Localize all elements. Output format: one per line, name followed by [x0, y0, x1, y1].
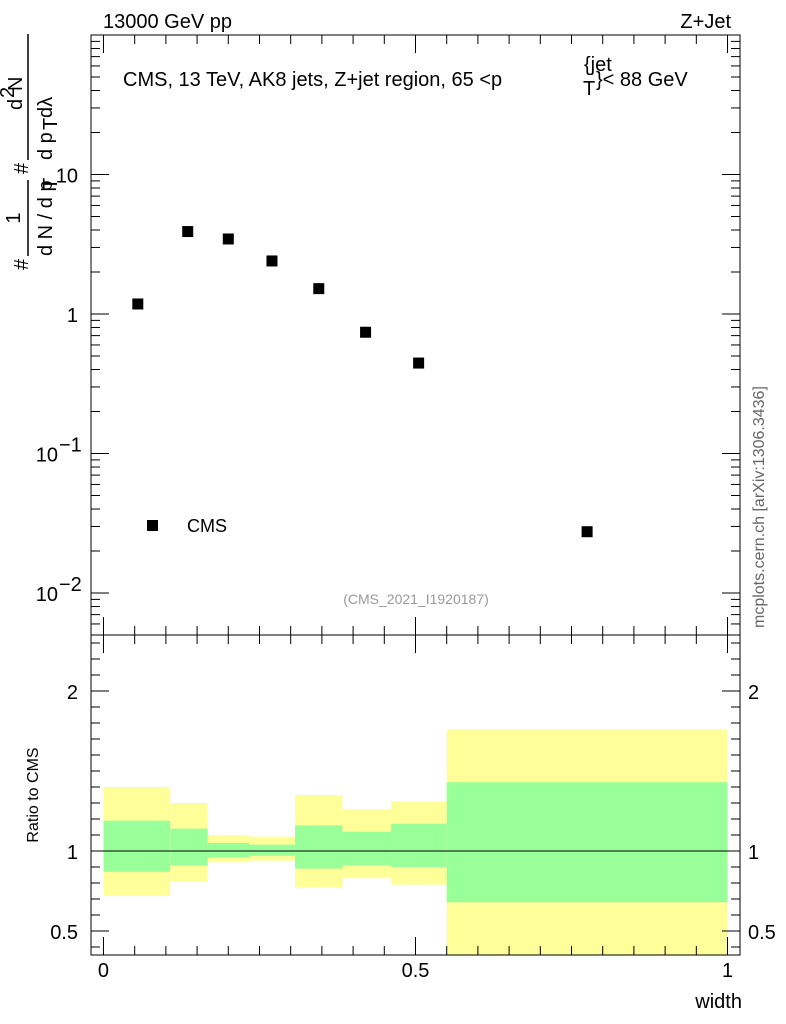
ratio-y-tick-label-0: 0.5 — [50, 922, 78, 944]
ylabel-num-sup: 2 — [0, 87, 19, 98]
main-y-tick-label-1: 10 −1 — [36, 435, 82, 467]
main-y-tick-base: 1 — [67, 305, 78, 327]
main-y-axis-label: # 1 d N / d p T # d 2 N d p T dλ — [0, 34, 62, 270]
main-frame — [90, 34, 741, 636]
main-y-tick-label-0: 10 −2 — [36, 574, 82, 606]
ylabel-den2: d p — [35, 132, 57, 160]
ylabel-den: d N / d p — [35, 180, 57, 256]
ratio-y-tick-label-2: 2 — [67, 682, 78, 704]
title-sup: {jet — [584, 54, 612, 76]
ratio-x-tick-labels: 0 0.5 1 — [98, 960, 733, 982]
ratio-band-inner-3 — [249, 844, 296, 856]
data-point-4 — [313, 283, 325, 295]
ratio-band-inner-1 — [170, 828, 208, 866]
ylabel-den2-tail: dλ — [35, 97, 57, 118]
x-tick-label-2: 1 — [722, 960, 733, 982]
ratio-y-tick-labels: 0.5 0.5 1 1 2 2 — [50, 682, 776, 944]
ratio-y-tick-label-right-1: 1 — [748, 842, 759, 864]
main-y-tick-exp: −1 — [59, 435, 82, 457]
ratio-panel: 0.5 0.51 12 2 0 0.5 1 Ratio to CMS width — [25, 634, 776, 1013]
ylabel-den2-sub: T — [40, 118, 62, 130]
legend: CMS — [147, 516, 227, 536]
ylabel-one: 1 — [3, 212, 25, 223]
ratio-y-tick-label-right-0: 0.5 — [748, 922, 776, 944]
x-tick-label-1: 0.5 — [402, 960, 430, 982]
ratio-band-inner-6 — [391, 823, 447, 867]
x-tick-label-0: 0 — [98, 960, 109, 982]
data-point-1 — [182, 226, 194, 238]
ylabel-hash-2: # — [11, 162, 33, 174]
header-left: 13000 GeV pp — [103, 11, 232, 33]
title-main: CMS, 13 TeV, AK8 jets, Z+jet region, 65 … — [123, 69, 502, 91]
plot-title: CMS, 13 TeV, AK8 jets, Z+jet region, 65 … — [123, 54, 688, 100]
side-label: mcplots.cern.ch [arXiv:1306.3436] — [751, 386, 768, 628]
ratio-y-tick-label-right-2: 2 — [748, 682, 759, 704]
ratio-band-inner-7 — [446, 782, 728, 903]
ratio-y-axis-label: Ratio to CMS — [25, 747, 42, 842]
ratio-band-inner-2 — [207, 843, 250, 858]
main-y-tick-exp: −2 — [59, 574, 82, 596]
title-sub: T — [583, 78, 595, 100]
ratio-y-tick-label-1: 1 — [67, 842, 78, 864]
ratio-band-inner-5 — [342, 831, 392, 866]
ylabel-num-n: N — [5, 77, 27, 91]
data-point-6 — [413, 357, 425, 369]
data-point-5 — [360, 326, 372, 338]
data-point-2 — [222, 233, 234, 245]
legend-marker — [147, 520, 158, 531]
ratio-ticks — [91, 635, 740, 955]
ylabel-num-d: d — [5, 99, 27, 110]
ratio-band-inner-0 — [103, 820, 171, 872]
main-ticks — [91, 34, 740, 636]
title-end: }< 88 GeV — [596, 69, 688, 91]
data-point-7 — [581, 526, 593, 538]
ratio-band-inner-4 — [295, 825, 343, 869]
analysis-label: (CMS_2021_I1920187) — [343, 591, 489, 607]
header-right: Z+Jet — [680, 11, 731, 33]
main-y-tick-base: 10 — [56, 166, 78, 188]
main-y-tick-label-3: 10 — [56, 166, 78, 188]
main-y-tick-label-2: 1 — [67, 305, 78, 327]
data-point-3 — [266, 255, 278, 267]
main-y-tick-base: 10 — [36, 445, 58, 467]
main-y-tick-base: 10 — [36, 584, 58, 606]
ylabel-hash-1: # — [11, 258, 33, 270]
main-marks — [132, 226, 593, 538]
legend-label-cms: CMS — [187, 516, 227, 536]
data-point-0 — [132, 298, 144, 310]
ylabel-den-sub: T — [40, 178, 62, 190]
ratio-bands — [103, 729, 728, 955]
x-axis-label: width — [694, 991, 742, 1013]
